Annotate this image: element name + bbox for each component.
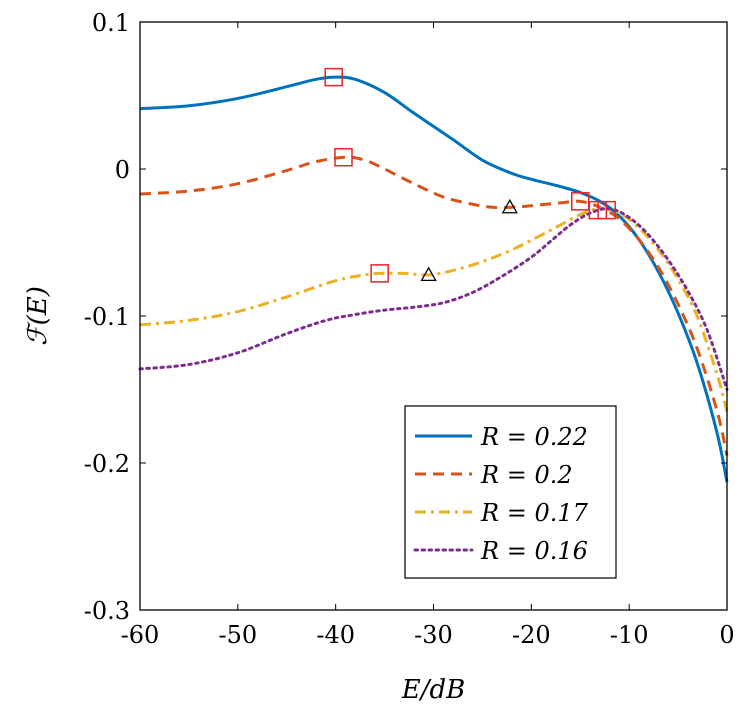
x-tick-label: 0 — [719, 621, 734, 649]
legend-entry-4: R = 0.16 — [480, 537, 588, 565]
triangle-marker-2 — [420, 266, 437, 281]
x-tick-label: -30 — [414, 621, 453, 649]
y-axis-label: ℱ(E) — [23, 286, 53, 346]
series-line-1 — [139, 75, 729, 483]
square-marker-2 — [334, 147, 353, 167]
x-tick-label: -10 — [610, 621, 649, 649]
marker-layer — [324, 67, 616, 283]
series-line-2 — [139, 155, 729, 456]
legend: R = 0.22 R = 0.2 R = 0.17 R = 0.16 — [404, 405, 617, 579]
square-marker-1 — [324, 67, 343, 87]
square-marker-3 — [370, 264, 389, 283]
series-layer — [138, 75, 729, 483]
tick-layer: -60 -50 -40 -30 -20 -10 0 -0.3 -0.2 -0.1 0 0.1 — [84, 9, 735, 649]
y-tick-label: 0.1 — [92, 9, 130, 37]
triangle-marker-1 — [501, 198, 518, 214]
x-tick-label: -40 — [316, 621, 355, 649]
y-tick-label: -0.1 — [84, 303, 130, 331]
y-tick-label: -0.2 — [84, 450, 130, 478]
legend-entry-3: R = 0.17 — [480, 499, 589, 527]
legend-entry-2: R = 0.2 — [480, 461, 573, 489]
series-line-4 — [138, 207, 729, 391]
square-marker-6 — [597, 200, 616, 220]
y-tick-label: -0.3 — [84, 597, 130, 625]
x-tick-label: -20 — [512, 621, 551, 649]
x-axis-label: E/dB — [401, 675, 466, 705]
y-tick-label: 0 — [115, 156, 130, 184]
x-tick-label: -50 — [219, 621, 258, 649]
x-tick-label: -60 — [121, 621, 160, 649]
legend-entry-1: R = 0.22 — [480, 423, 588, 451]
